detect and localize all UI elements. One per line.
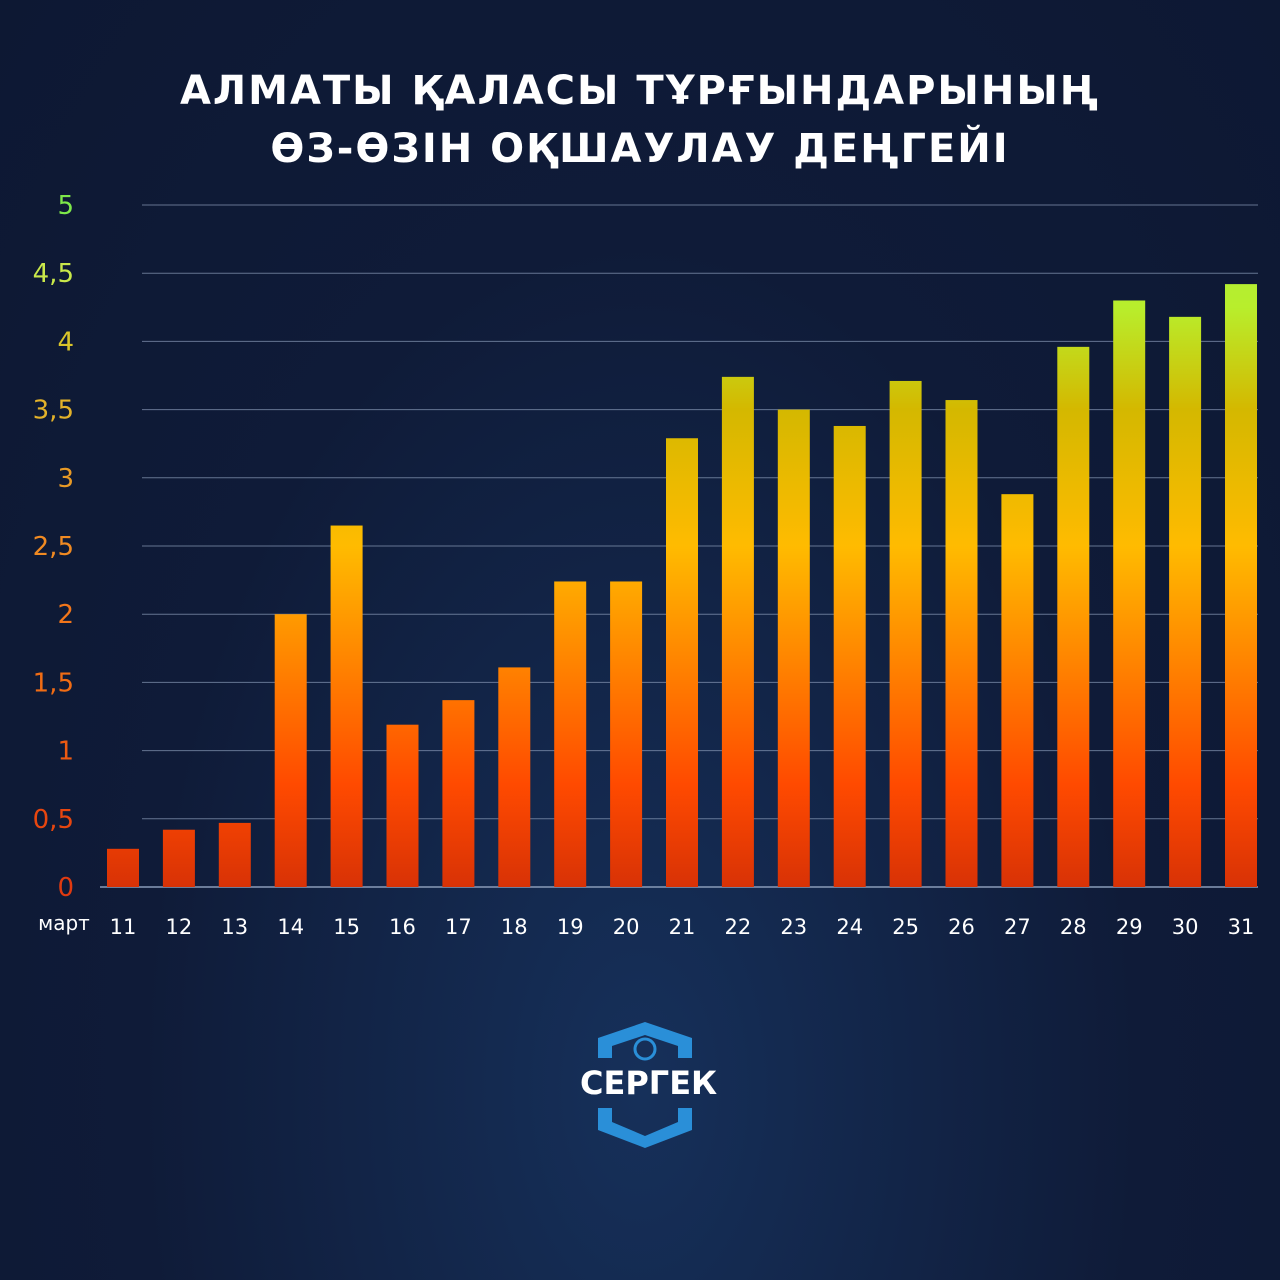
bar-22	[721, 376, 754, 887]
bar-26	[945, 400, 978, 887]
x-tick-label: 26	[948, 915, 975, 939]
bar-18	[498, 667, 531, 887]
title-line-2: ӨЗ-ӨЗІН ОҚШАУЛАУ ДЕҢГЕЙІ	[270, 126, 1010, 172]
y-tick-label: 3,5	[33, 396, 74, 426]
y-tick-label: 5	[57, 191, 74, 221]
bar-30	[1169, 316, 1202, 887]
x-tick-label: 20	[613, 915, 640, 939]
bar-15	[330, 525, 363, 887]
x-tick-label: 14	[277, 915, 304, 939]
x-tick-label: 25	[892, 915, 919, 939]
x-tick-label: 31	[1228, 915, 1255, 939]
bar-23	[777, 409, 810, 887]
x-tick-label: 12	[166, 915, 193, 939]
x-tick-label: 21	[669, 915, 696, 939]
x-tick-label: 15	[333, 915, 360, 939]
y-tick-label: 0	[57, 873, 74, 903]
x-tick-label: 11	[110, 915, 137, 939]
bar-16	[386, 724, 419, 887]
x-tick-label: 24	[836, 915, 863, 939]
bar-14	[274, 614, 307, 887]
x-tick-label: 27	[1004, 915, 1031, 939]
y-tick-label: 4	[57, 327, 74, 357]
bar-25	[889, 380, 922, 887]
y-tick-label: 4,5	[33, 259, 74, 289]
x-tick-label: 18	[501, 915, 528, 939]
y-tick-label: 2	[57, 600, 74, 630]
x-tick-label: 16	[389, 915, 416, 939]
y-tick-label: 1,5	[33, 668, 74, 698]
x-tick-label: 30	[1172, 915, 1199, 939]
bar-29	[1113, 300, 1146, 888]
y-tick-label: 3	[57, 464, 74, 494]
bar-21	[666, 438, 698, 887]
bar-24	[833, 425, 866, 887]
brand-name: СЕРГЕК	[580, 1064, 718, 1102]
bar-17	[442, 700, 475, 887]
y-tick-label: 0,5	[33, 805, 74, 835]
bar-28	[1057, 346, 1090, 888]
bar-31	[1225, 284, 1257, 887]
x-tick-label: 29	[1116, 915, 1143, 939]
x-axis-label: март	[38, 911, 90, 935]
bar-12	[162, 829, 195, 887]
bar-11	[107, 848, 139, 887]
x-tick-label: 22	[725, 915, 752, 939]
x-tick-label: 19	[557, 915, 584, 939]
x-tick-label: 23	[780, 915, 807, 939]
title-line-1: АЛМАТЫ ҚАЛАСЫ ТҰРҒЫНДАРЫНЫҢ	[179, 68, 1101, 114]
bar-27	[1001, 494, 1034, 887]
x-tick-label: 13	[221, 915, 248, 939]
y-tick-label: 1	[57, 737, 74, 767]
bar-13	[218, 822, 251, 887]
bar-20	[610, 581, 643, 887]
y-tick-label: 2,5	[33, 532, 74, 562]
chart-title: АЛМАТЫ ҚАЛАСЫ ТҰРҒЫНДАРЫНЫҢ ӨЗ-ӨЗІН ОҚША…	[0, 62, 1280, 178]
sergek-logo: СЕРГЕК	[580, 1018, 718, 1150]
x-tick-label: 28	[1060, 915, 1087, 939]
x-tick-label: 17	[445, 915, 472, 939]
bar-19	[554, 581, 587, 887]
